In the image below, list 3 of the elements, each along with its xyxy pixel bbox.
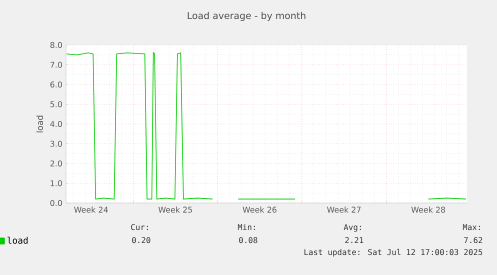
- legend-label: load: [8, 236, 28, 244]
- y-axis-title: load: [36, 116, 43, 132]
- chart-title: Load average - by month: [188, 12, 306, 21]
